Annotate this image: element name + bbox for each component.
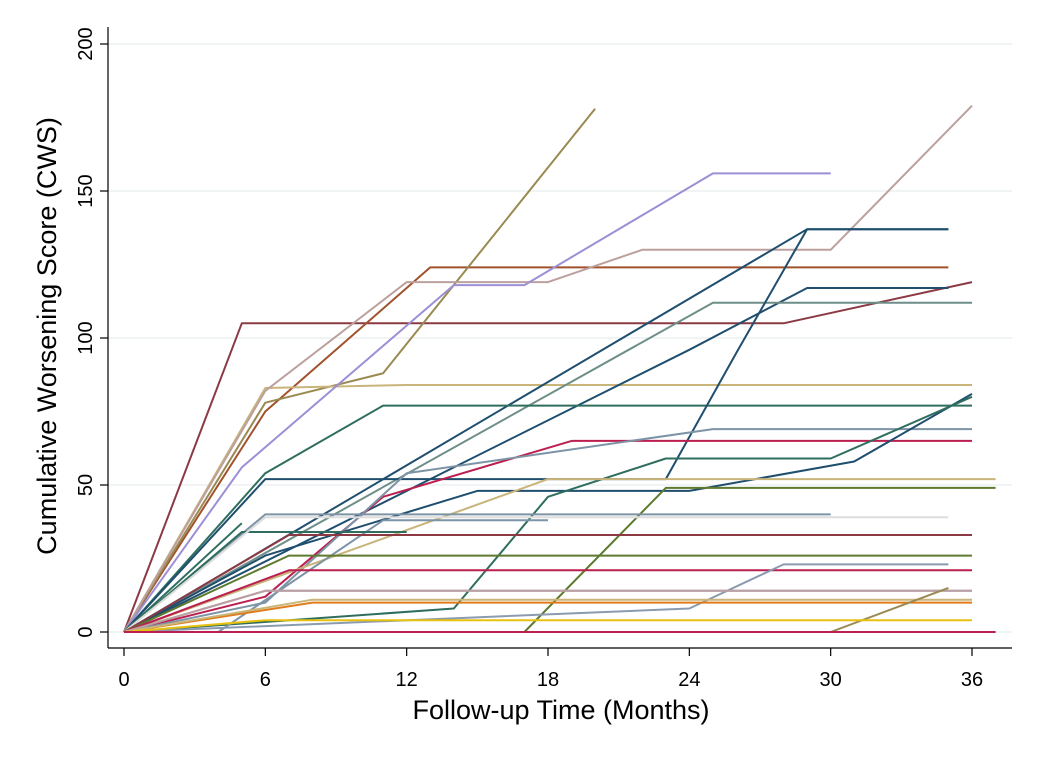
x-tick-label-30: 30: [820, 669, 842, 691]
series-line-21: [123, 531, 407, 633]
series-line-12: [123, 439, 972, 633]
series-line-3: [123, 108, 596, 633]
y-tick-label-150: 150: [75, 174, 97, 207]
series-line-1: [123, 281, 973, 633]
y-tick-label-100: 100: [75, 321, 97, 354]
series-line-8: [123, 287, 949, 633]
x-tick-label-6: 6: [260, 669, 271, 691]
series-line-32: [123, 619, 972, 633]
series-line-25: [123, 569, 972, 633]
series-line-16: [123, 478, 996, 633]
series-line-15: [123, 395, 973, 633]
series-line-9: [123, 301, 972, 633]
series-line-2: [123, 266, 949, 633]
y-tick-label-200: 200: [75, 27, 97, 60]
series-line-23: [123, 534, 972, 633]
series-line-10: [123, 404, 972, 633]
x-tick-label-12: 12: [396, 669, 418, 691]
series-line-22: [123, 516, 949, 633]
series-line-28: [123, 589, 972, 633]
x-axis-ticks: 0 6 12 18 24 30 36: [118, 648, 983, 691]
series-line-6: [123, 172, 831, 633]
series-line-5: [123, 104, 973, 633]
x-tick-label-36: 36: [961, 669, 983, 691]
gridlines: [108, 43, 1012, 633]
y-axis-ticks: 0 50 100 150 200: [75, 27, 108, 638]
x-tick-label-18: 18: [537, 669, 559, 691]
x-tick-label-24: 24: [678, 669, 700, 691]
y-axis-title: Cumulative Worsening Score (CWS): [32, 117, 62, 555]
series-line-30: [123, 598, 972, 633]
series-line-14: [123, 393, 973, 633]
y-tick-label-0: 0: [75, 626, 97, 637]
series-lines: [123, 104, 996, 633]
x-tick-label-0: 0: [118, 669, 129, 691]
series-line-20: [123, 522, 243, 633]
series-line-13: [123, 428, 972, 633]
x-axis-title: Follow-up Time (Months): [412, 695, 709, 725]
y-tick-label-50: 50: [75, 474, 97, 496]
series-line-24: [123, 554, 972, 633]
